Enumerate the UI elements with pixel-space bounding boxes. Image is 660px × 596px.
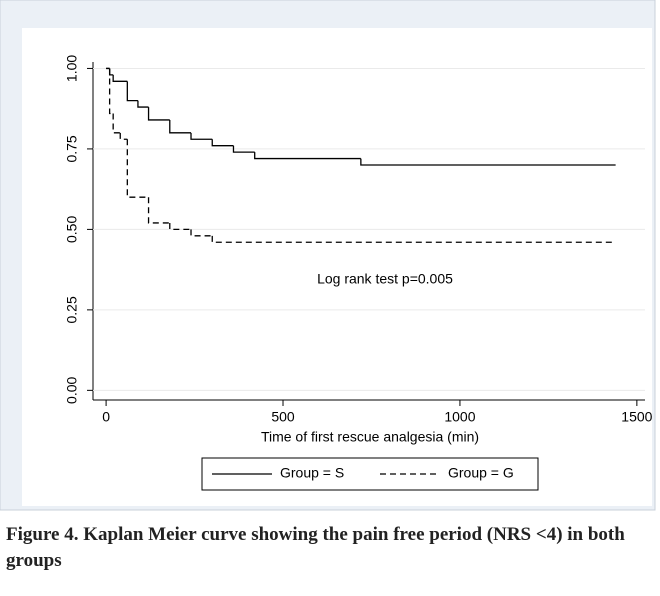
annotation: Log rank test p=0.005 <box>317 271 453 287</box>
y-tick-label: 0.50 <box>64 216 80 243</box>
y-tick-label: 0.25 <box>64 296 80 323</box>
step-segment <box>211 235 616 243</box>
step-segment <box>190 132 213 140</box>
step-segment <box>147 107 170 121</box>
step-segment <box>126 139 149 198</box>
step-segment <box>232 145 255 153</box>
step-segment <box>147 197 170 224</box>
x-axis-label: Time of first rescue analgesia (min) <box>261 429 479 445</box>
x-tick-label: 1000 <box>444 409 475 425</box>
step-segment <box>211 139 234 147</box>
plot-area <box>22 28 652 506</box>
x-tick-label: 0 <box>102 409 110 425</box>
caption: Figure 4. Kaplan Meier curve showing the… <box>6 524 625 571</box>
step-segment <box>108 68 114 115</box>
step-segment <box>112 74 128 82</box>
chart: Time of first rescue analgesia (min) Log… <box>0 0 656 511</box>
step-segment <box>137 100 149 108</box>
step-segment <box>190 229 213 237</box>
y-tick-label: 1.00 <box>64 55 80 82</box>
legend-label: Group = G <box>448 465 514 481</box>
step-segment <box>126 81 138 102</box>
y-tick-label: 0.00 <box>64 377 80 404</box>
x-tick-label: 500 <box>271 409 295 425</box>
x-tick-label: 1500 <box>621 409 652 425</box>
step-segment <box>119 132 128 140</box>
step-segment <box>254 152 361 160</box>
step-segment <box>169 222 192 231</box>
step-segment <box>112 113 121 134</box>
y-tick-label: 0.75 <box>64 135 80 162</box>
step-segment <box>360 158 616 166</box>
step-segment <box>169 119 192 134</box>
legend-label: Group = S <box>280 465 344 481</box>
